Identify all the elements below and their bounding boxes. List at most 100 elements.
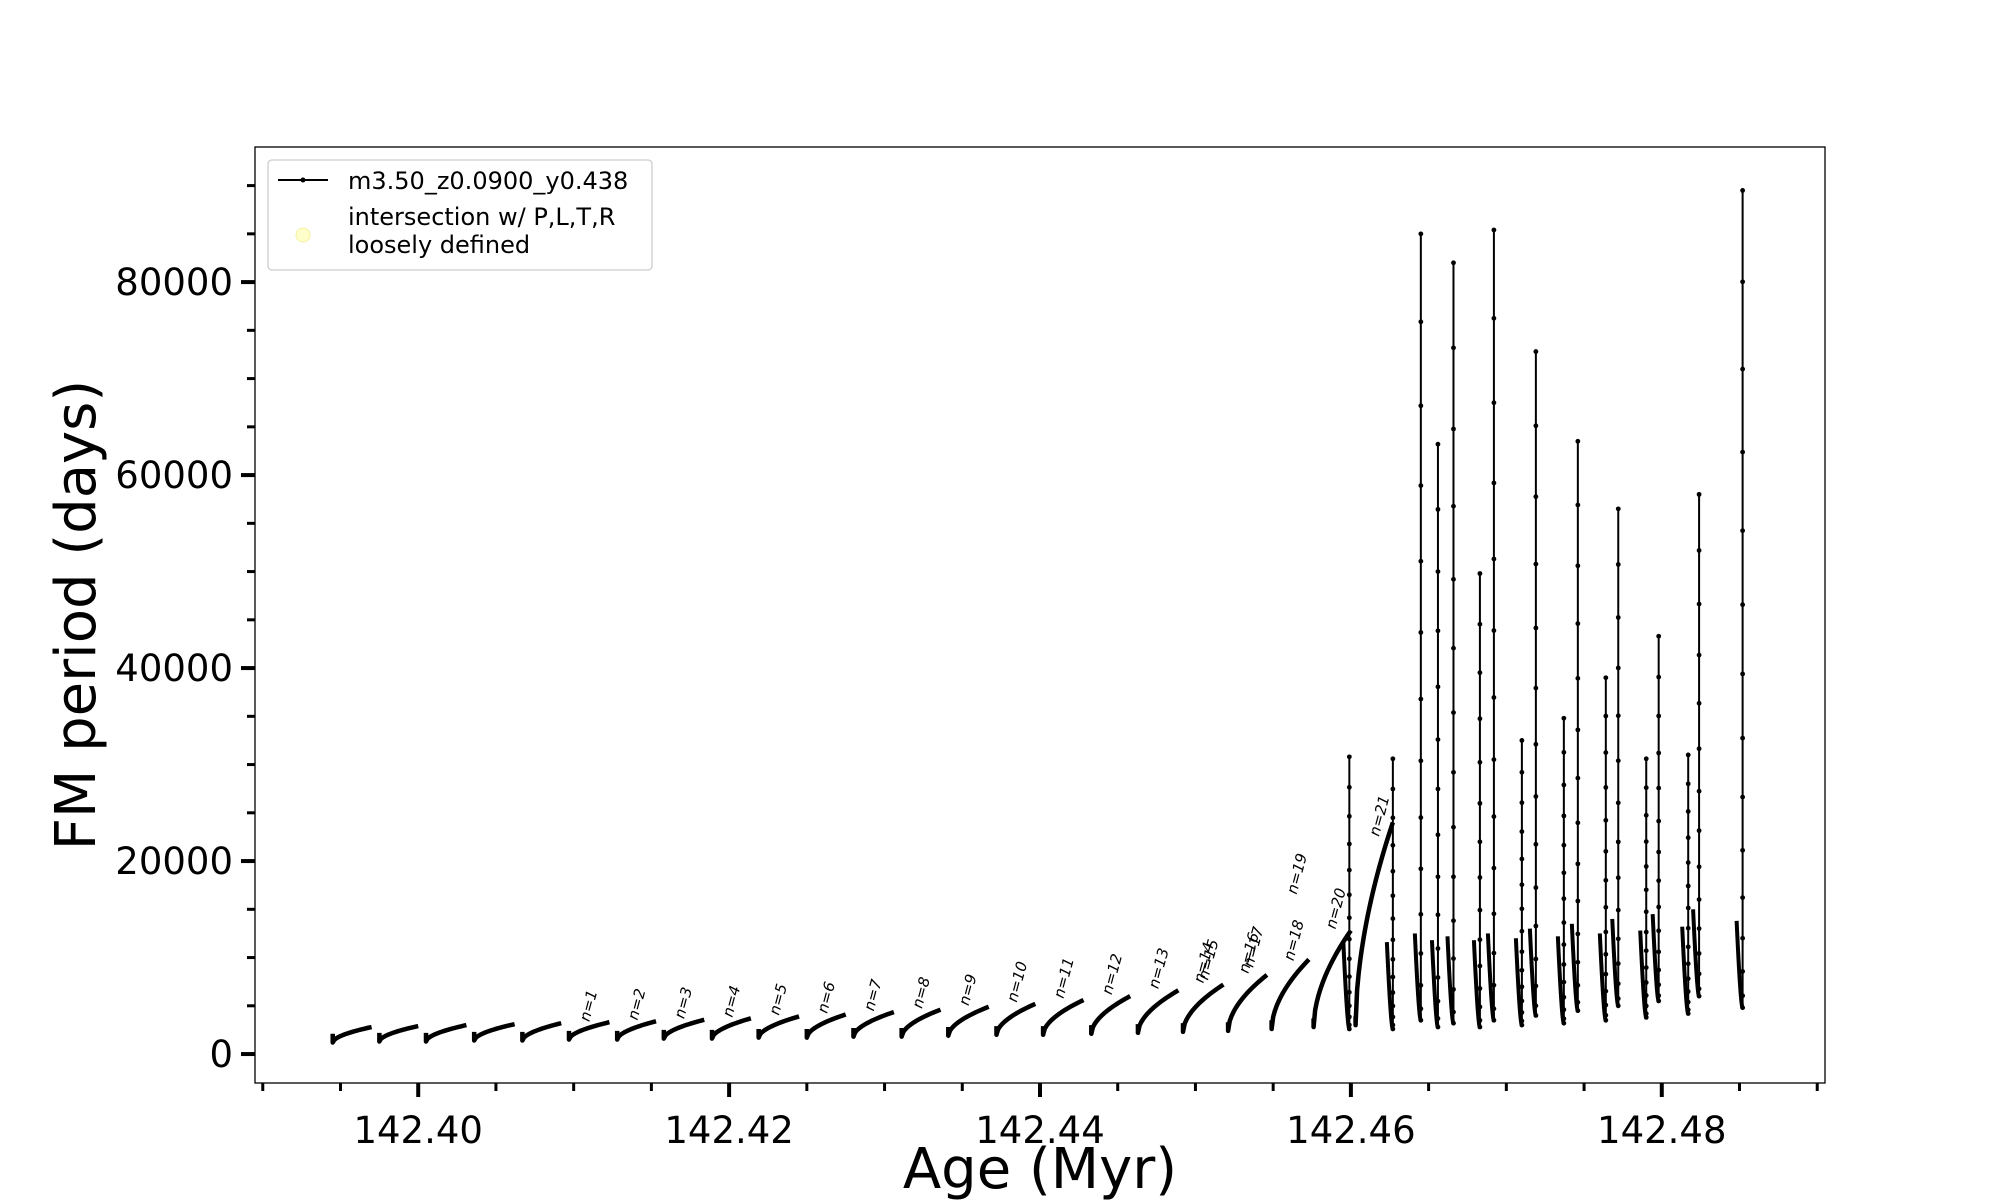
- spike-point: [1451, 503, 1456, 509]
- spike-point: [1491, 556, 1497, 562]
- spike-point: [1696, 828, 1702, 834]
- spike-point: [1346, 915, 1352, 921]
- spike-point: [1685, 905, 1691, 911]
- spike-point: [1603, 904, 1609, 910]
- spike-base: [1445, 936, 1456, 1026]
- spike-base: [1638, 930, 1649, 1020]
- cycle-label: n=6: [814, 980, 840, 1015]
- y-tick-label: 80000: [115, 261, 233, 304]
- pulse-cycle: [1180, 982, 1225, 1035]
- spike-point: [1696, 548, 1702, 553]
- legend-dot-marker: [300, 177, 306, 183]
- spike-point: [1603, 951, 1609, 957]
- spike-point: [1575, 502, 1581, 508]
- spike-point: [1561, 870, 1567, 876]
- spike-point: [1685, 835, 1691, 841]
- pulse-cycle: [330, 1024, 373, 1045]
- spike-point: [1656, 818, 1662, 824]
- spike-point: [1575, 727, 1581, 733]
- spike-point: [1643, 864, 1649, 869]
- spike-point: [1477, 839, 1483, 845]
- spike-point: [1696, 926, 1702, 931]
- spike-point: [1685, 781, 1691, 787]
- spike-point: [1643, 980, 1649, 985]
- spike-point: [1435, 946, 1441, 951]
- spike-point: [1575, 438, 1581, 444]
- spike-point: [1346, 867, 1352, 873]
- pulse-cycle: [520, 1020, 562, 1043]
- spike-point: [1615, 713, 1621, 719]
- cycle-label: n=20: [1322, 886, 1350, 930]
- pulse-cycle: [946, 1004, 990, 1038]
- x-tick-label: 142.44: [975, 1109, 1104, 1152]
- pulse-cycle: [566, 1020, 610, 1042]
- spike-point: [1491, 757, 1497, 762]
- spike-point: [1519, 800, 1525, 806]
- spike-point: [1435, 569, 1441, 574]
- spike-point: [1435, 441, 1441, 447]
- spike-point: [1519, 882, 1525, 888]
- spike-point: [1696, 491, 1702, 497]
- pulse-cycle: [1040, 997, 1085, 1037]
- spike-point: [1477, 907, 1483, 913]
- cycle-label: n=9: [955, 972, 981, 1007]
- y-tick-label: 20000: [115, 840, 233, 883]
- spike-point: [1435, 786, 1441, 792]
- spike-point: [1390, 868, 1396, 874]
- spike-base: [1429, 940, 1440, 1030]
- spike-point: [1491, 628, 1497, 633]
- spike-point: [1390, 990, 1396, 995]
- spike-point: [1390, 786, 1396, 792]
- spike-point: [1451, 769, 1456, 775]
- spike-point: [1740, 279, 1746, 285]
- spike-point: [1533, 561, 1539, 567]
- spike-point: [1451, 260, 1456, 266]
- spike-point: [1656, 904, 1662, 910]
- spike-point: [1656, 928, 1662, 934]
- pulse-cycle: [1269, 957, 1311, 1032]
- pulse-cycle: [471, 1021, 516, 1043]
- legend-label: m3.50_z0.0900_y0.438: [348, 167, 628, 195]
- spike-point: [1346, 754, 1352, 760]
- spike-point: [1519, 928, 1525, 934]
- spike-point: [1519, 984, 1525, 990]
- cycle-label: n=4: [719, 984, 745, 1019]
- spike-point: [1491, 400, 1497, 406]
- spike-point: [1533, 349, 1539, 354]
- pulse-cycle: [1225, 973, 1269, 1034]
- spike-point: [1491, 814, 1497, 819]
- spike-point: [1418, 982, 1424, 988]
- spike-point: [1477, 571, 1483, 576]
- spike-point: [1418, 696, 1424, 702]
- spike-point: [1519, 738, 1525, 743]
- spike-point: [1740, 188, 1746, 193]
- spike-point: [1491, 227, 1497, 233]
- spike-base: [1555, 936, 1566, 1026]
- spike-point: [1603, 877, 1609, 883]
- spike-point: [1561, 962, 1567, 967]
- spike-point: [1451, 345, 1456, 351]
- spike-point: [1615, 800, 1621, 806]
- pulse-cycle: [899, 1007, 942, 1039]
- spike-point: [1615, 961, 1621, 966]
- spike-point: [1740, 602, 1746, 608]
- spike-point: [1575, 675, 1581, 681]
- spike-point: [1435, 912, 1441, 918]
- spike-point: [1435, 832, 1441, 838]
- spike-point: [1740, 671, 1746, 677]
- spike-point: [1390, 756, 1396, 762]
- spike-point: [1451, 645, 1456, 651]
- spike-point: [1615, 839, 1621, 845]
- spike-point: [1603, 750, 1609, 755]
- spike-point: [1561, 896, 1567, 902]
- spike-point: [1418, 319, 1424, 325]
- spike-point: [1696, 864, 1702, 870]
- spike-point: [1477, 621, 1483, 627]
- legend: m3.50_z0.0900_y0.438 intersection w/ P,L,…: [267, 159, 653, 271]
- spike-point: [1390, 974, 1396, 980]
- cycle-label: n=19: [1283, 851, 1311, 895]
- spike-point: [1656, 674, 1662, 680]
- spike-point: [1519, 949, 1525, 955]
- spike-point: [1696, 746, 1702, 752]
- cycle-label: n=13: [1145, 946, 1173, 990]
